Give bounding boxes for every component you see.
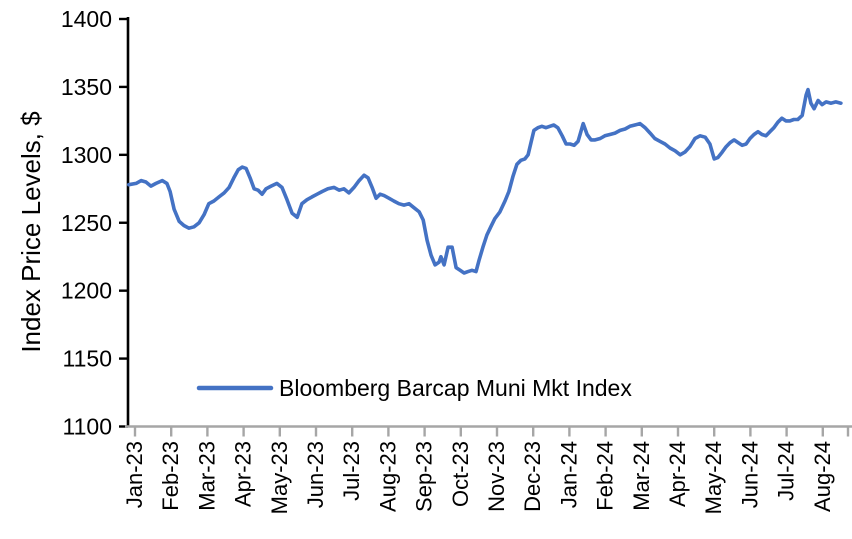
y-tick-label: 1100 (63, 414, 112, 440)
x-tick-label: Mar-24 (629, 441, 654, 511)
x-tick-label: Jul-24 (774, 441, 799, 501)
x-tick-label: Mar-23 (194, 441, 219, 511)
x-tick-label: Aug-23 (375, 441, 400, 512)
y-tick-label: 1150 (63, 346, 112, 372)
x-tick-label: Jun-23 (303, 441, 328, 508)
x-tick-label: May-24 (701, 441, 726, 514)
x-tick-label: Jun-24 (737, 441, 762, 508)
legend: Bloomberg Barcap Muni Mkt Index (196, 375, 632, 401)
x-tick-label: May-23 (267, 441, 292, 514)
y-tick-label: 1300 (61, 142, 112, 168)
axes-layer: 1400 1350 1300 1250 1200 1150 1100 Jan-23 Feb-23… (61, 6, 852, 514)
series-layer (127, 87, 843, 275)
x-tick-label: Sep-23 (412, 441, 437, 512)
y-tick-label: 1250 (61, 210, 112, 236)
y-tick-label: 1400 (61, 6, 112, 32)
y-axis-title: Index Price Levels, $ (16, 111, 46, 353)
x-tick-label: Jan-23 (122, 441, 147, 508)
x-tick-label: Oct-23 (448, 441, 473, 507)
y-tick-label: 1200 (61, 278, 112, 304)
x-tick-label: Feb-24 (593, 441, 618, 511)
x-tick-label: Apr-24 (665, 441, 690, 507)
x-tick-label: Aug-24 (810, 441, 835, 512)
legend-label: Bloomberg Barcap Muni Mkt Index (279, 375, 632, 401)
x-tick-label: Jan-24 (556, 441, 581, 508)
x-tick-label: Apr-23 (231, 441, 256, 507)
x-tick-label: Feb-23 (158, 441, 183, 511)
x-tick-label: Dec-23 (520, 441, 545, 512)
x-tick-label: Jul-23 (339, 441, 364, 501)
index-line (127, 87, 843, 275)
y-tick-label: 1350 (61, 74, 112, 100)
x-tick-label: Nov-23 (484, 441, 509, 512)
